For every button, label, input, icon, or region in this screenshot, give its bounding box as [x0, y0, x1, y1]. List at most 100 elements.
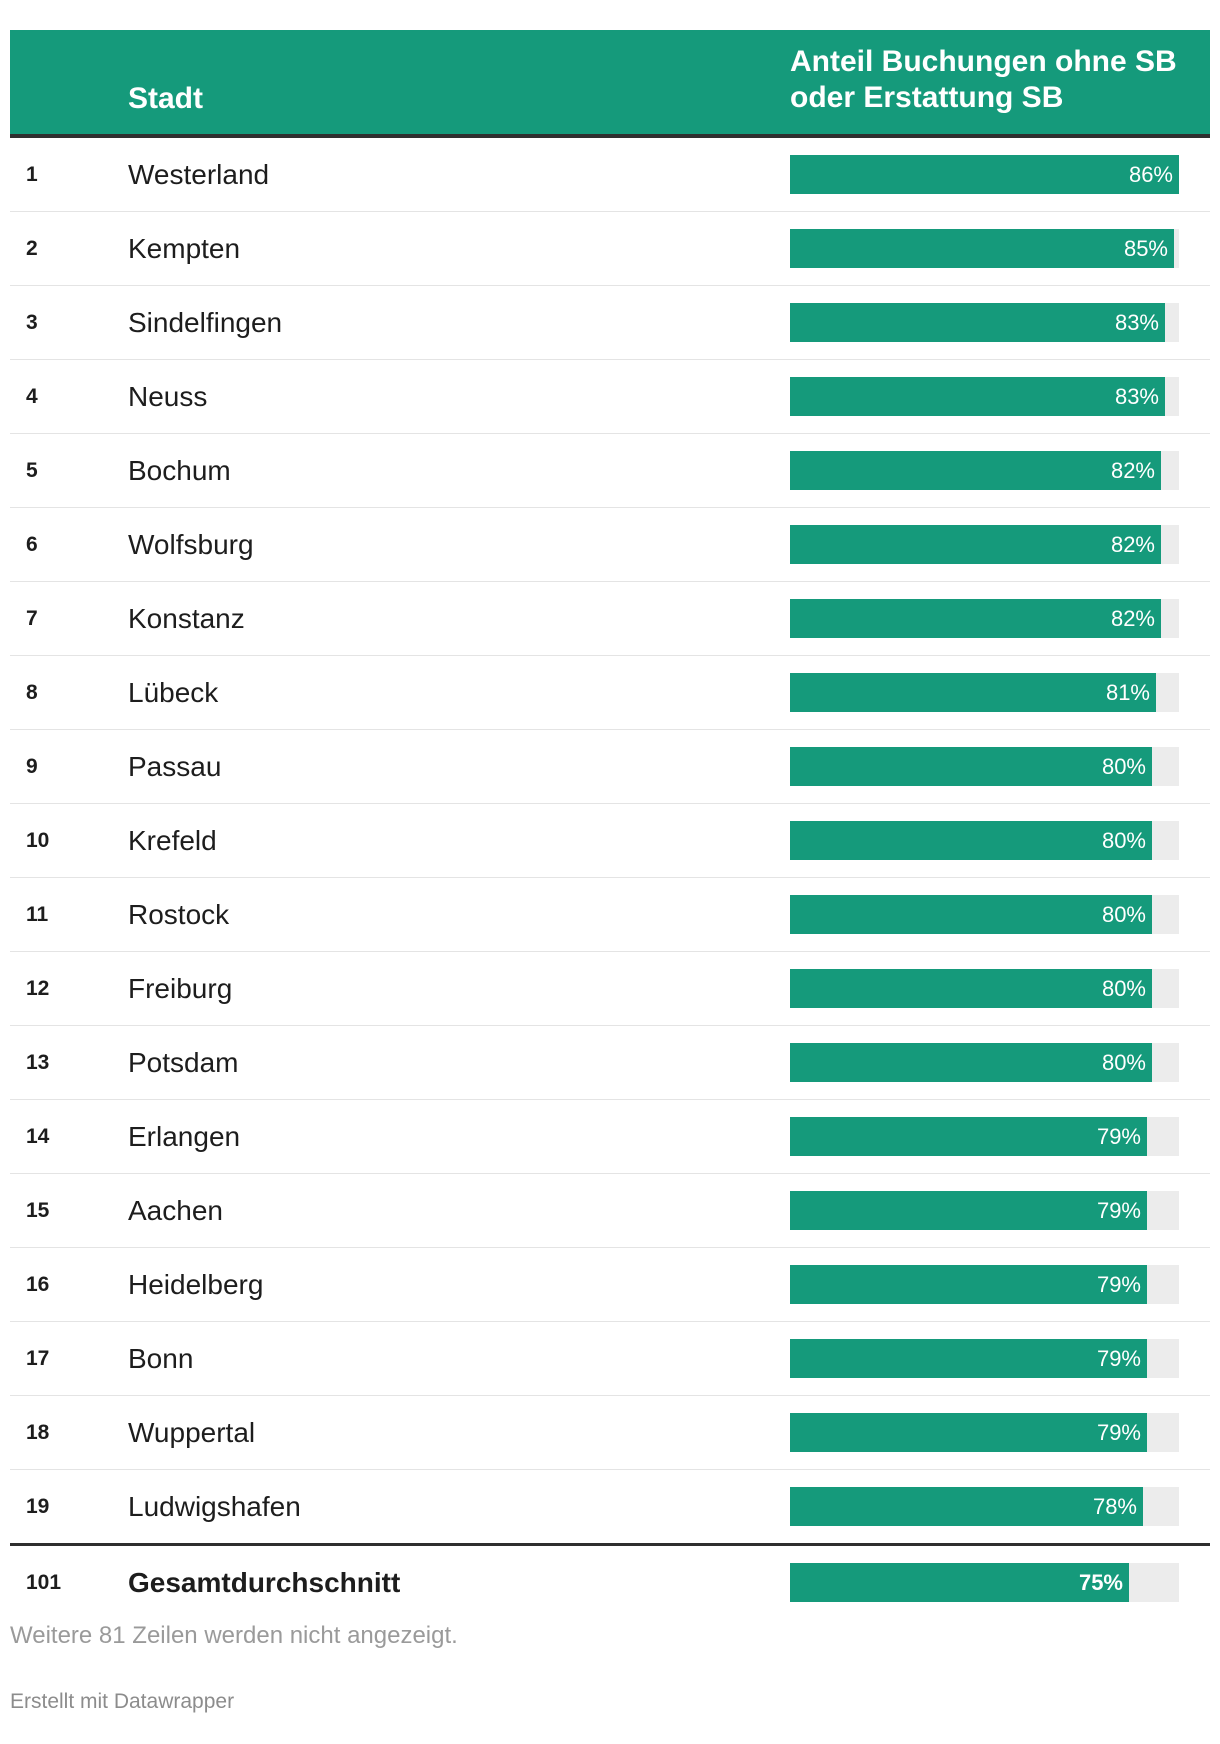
table-row: 17 Bonn 79%	[10, 1322, 1210, 1396]
bar: 82%	[790, 451, 1161, 490]
bar-value-label: 80%	[1101, 828, 1146, 853]
table-row: 11 Rostock 80%	[10, 878, 1210, 952]
bar-value-label: 78%	[1092, 1494, 1137, 1519]
bar-track: 85%	[790, 229, 1179, 268]
table-row: 15 Aachen 79%	[10, 1174, 1210, 1248]
bar: 80%	[790, 895, 1152, 934]
bar-track: 80%	[790, 747, 1179, 786]
city-cell: Gesamtdurchschnitt	[128, 1567, 401, 1598]
rank-cell: 17	[26, 1347, 50, 1370]
city-cell: Krefeld	[128, 825, 217, 856]
city-cell: Freiburg	[128, 973, 233, 1004]
table-row: 10 Krefeld 80%	[10, 804, 1210, 878]
bar-value-label: 82%	[1110, 606, 1155, 631]
city-cell: Rostock	[128, 899, 230, 930]
table-row: 19 Ludwigshafen 78%	[10, 1470, 1210, 1546]
rank-cell: 6	[26, 533, 38, 556]
city-cell: Lübeck	[128, 677, 219, 708]
bar-value-label: 80%	[1101, 1050, 1146, 1075]
rank-cell: 5	[26, 459, 38, 482]
bar-value-label: 79%	[1096, 1420, 1141, 1445]
header-share[interactable]: Anteil Buchungen ohne SB oder Erstattung…	[790, 44, 1190, 116]
bar-track: 79%	[790, 1265, 1179, 1304]
rank-cell: 3	[26, 311, 38, 334]
bar-track: 80%	[790, 821, 1179, 860]
city-cell: Neuss	[128, 381, 208, 412]
bar-value-label: 83%	[1114, 384, 1159, 409]
rank-cell: 11	[26, 903, 49, 926]
table-row: 5 Bochum 82%	[10, 434, 1210, 508]
city-cell: Bochum	[128, 455, 231, 486]
city-cell: Passau	[128, 751, 222, 782]
table-row: 6 Wolfsburg 82%	[10, 508, 1210, 582]
header-city[interactable]: Stadt	[128, 82, 203, 115]
bar: 83%	[790, 303, 1165, 342]
bar: 80%	[790, 747, 1152, 786]
city-cell: Aachen	[128, 1195, 223, 1226]
bar-value-label: 82%	[1110, 458, 1155, 483]
ranking-table: Stadt Anteil Buchungen ohne SB oder Erst…	[10, 30, 1210, 1620]
bar-track: 79%	[790, 1413, 1179, 1452]
city-cell: Kempten	[128, 233, 241, 264]
bar-track: 79%	[790, 1339, 1179, 1378]
bar-track: 82%	[790, 599, 1179, 638]
city-cell: Sindelfingen	[128, 307, 283, 338]
bar-value-label: 79%	[1096, 1272, 1141, 1297]
bar: 80%	[790, 1043, 1152, 1082]
rank-cell: 4	[26, 385, 38, 408]
rank-cell: 14	[26, 1125, 50, 1148]
bar: 79%	[790, 1117, 1147, 1156]
bar-value-label: 80%	[1101, 902, 1146, 927]
rank-cell: 18	[26, 1421, 50, 1444]
city-cell: Erlangen	[128, 1121, 241, 1152]
header-share-line1: Anteil Buchungen ohne SB	[790, 45, 1177, 78]
rank-cell: 1	[26, 163, 38, 186]
city-cell: Konstanz	[128, 603, 245, 634]
rank-cell: 8	[26, 681, 38, 704]
city-cell: Wuppertal	[128, 1417, 256, 1448]
bar-track: 83%	[790, 377, 1179, 416]
table-row: 3 Sindelfingen 83%	[10, 286, 1210, 360]
bar-track: 82%	[790, 451, 1179, 490]
bar-track: 86%	[790, 155, 1179, 194]
bar-value-label: 83%	[1114, 310, 1159, 335]
notes: Weitere 81 Zeilen werden nicht angezeigt…	[10, 1622, 458, 1649]
city-cell: Heidelberg	[128, 1269, 264, 1300]
bar-track: 78%	[790, 1487, 1179, 1526]
table-row: 12 Freiburg 80%	[10, 952, 1210, 1026]
rank-cell: 7	[26, 607, 38, 630]
bar-value-label: 79%	[1096, 1198, 1141, 1223]
bar-track: 79%	[790, 1191, 1179, 1230]
bar-value-label: 81%	[1105, 680, 1150, 705]
header-share-line2: oder Erstattung SB	[790, 81, 1064, 114]
bar-value-label: 86%	[1128, 162, 1173, 187]
table-row: 8 Lübeck 81%	[10, 656, 1210, 730]
city-cell: Ludwigshafen	[128, 1491, 301, 1522]
bar-track: 75%	[790, 1563, 1179, 1602]
bar: 82%	[790, 599, 1161, 638]
table-row: 7 Konstanz 82%	[10, 582, 1210, 656]
total-row: 101 Gesamtdurchschnitt 75%	[10, 1546, 1210, 1620]
rank-cell: 15	[26, 1199, 50, 1222]
table-header: Stadt Anteil Buchungen ohne SB oder Erst…	[10, 30, 1210, 138]
table-row: 13 Potsdam 80%	[10, 1026, 1210, 1100]
bar: 80%	[790, 969, 1152, 1008]
bar: 79%	[790, 1265, 1147, 1304]
bar: 79%	[790, 1191, 1147, 1230]
rank-cell: 2	[26, 237, 38, 260]
table-row: 18 Wuppertal 79%	[10, 1396, 1210, 1470]
bar: 80%	[790, 821, 1152, 860]
table-body: 1 Westerland 86% 2 Kempten 85% 3 Sindelfingen 83…	[10, 138, 1210, 1620]
city-cell: Potsdam	[128, 1047, 239, 1078]
bar-track: 83%	[790, 303, 1179, 342]
city-cell: Wolfsburg	[128, 529, 254, 560]
bar: 79%	[790, 1339, 1147, 1378]
rank-cell: 12	[26, 977, 50, 1000]
bar-value-label: 82%	[1110, 532, 1155, 557]
table-row: 9 Passau 80%	[10, 730, 1210, 804]
rank-cell: 16	[26, 1273, 50, 1296]
bar-track: 80%	[790, 895, 1179, 934]
bar-track: 80%	[790, 969, 1179, 1008]
bar-value-label: 80%	[1101, 976, 1146, 1001]
table-row: 1 Westerland 86%	[10, 138, 1210, 212]
